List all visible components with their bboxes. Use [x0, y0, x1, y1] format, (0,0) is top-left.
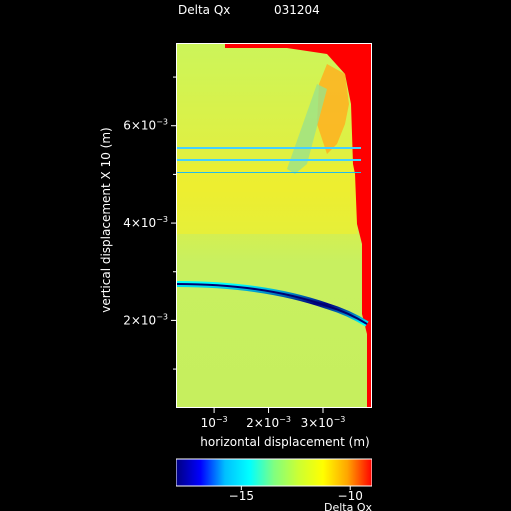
- run-id: 031204: [274, 3, 320, 17]
- x-tick-label: 10−3: [201, 415, 228, 430]
- y-tick-label: 4×10−3: [123, 215, 168, 230]
- y-tick-label: 6×10−3: [123, 118, 168, 133]
- plot-frame: [176, 43, 372, 408]
- y-axis-ticks: 2×10−3 4×10−3 6×10−3: [123, 76, 176, 370]
- y-axis-label: vertical displacement X 10 (m): [99, 127, 113, 312]
- colorbar-ticks: −15 −10: [229, 486, 363, 503]
- colorbar-tick-label: −15: [229, 489, 254, 503]
- y-tick-label: 2×10−3: [123, 312, 168, 327]
- thin-band-1: [177, 147, 361, 149]
- unstable-region: [225, 44, 371, 407]
- colorbar-tick-label: −10: [338, 489, 363, 503]
- colorbar-gradient: [176, 458, 372, 487]
- heatmap: [176, 44, 371, 407]
- colorbar: −15 −10 Delta Qx: [176, 458, 372, 511]
- plot-label: Delta Qx: [178, 3, 231, 17]
- resonance-band-core: [176, 283, 368, 325]
- thin-band-3: [177, 172, 361, 173]
- x-axis-label: horizontal displacement (m): [200, 435, 369, 449]
- x-tick-label: 3×10−3: [301, 415, 346, 430]
- x-tick-label: 2×10−3: [246, 415, 291, 430]
- orange-region: [317, 64, 349, 154]
- thin-band-2: [177, 159, 361, 161]
- colorbar-title: Delta Qx: [324, 501, 372, 511]
- diagonal-streak: [287, 84, 327, 174]
- heatmap-yellow-zone: [177, 164, 357, 234]
- x-axis-ticks: 10−3 2×10−3 3×10−3: [201, 408, 346, 430]
